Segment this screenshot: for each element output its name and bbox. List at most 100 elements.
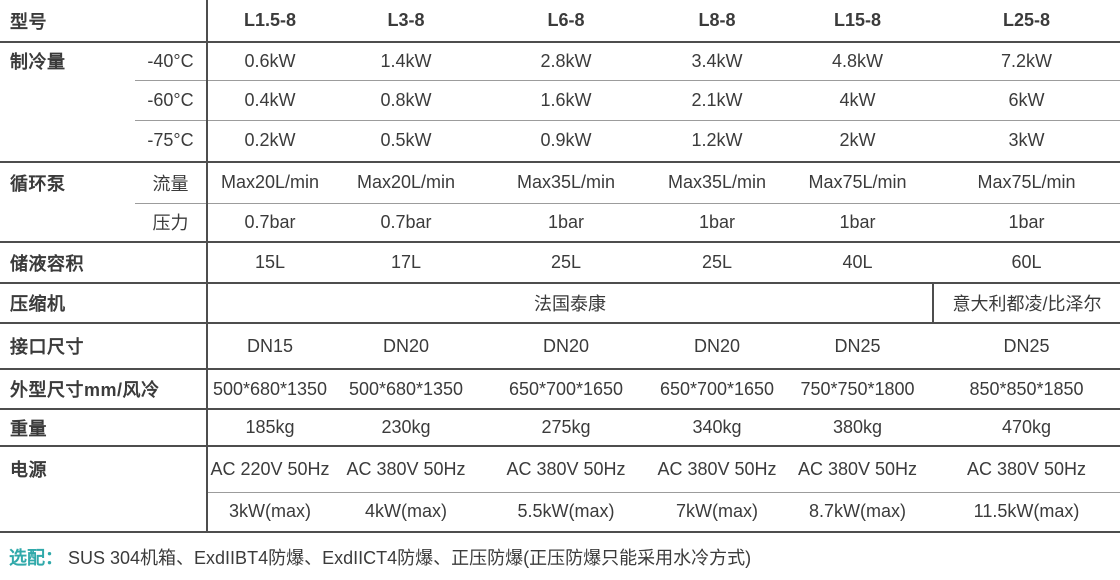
spec-cell: 230kg bbox=[332, 408, 480, 446]
spec-cell: 2kW bbox=[782, 119, 933, 162]
sub-label-temp: -40°C bbox=[135, 41, 208, 80]
model-cell: L3-8 bbox=[387, 10, 425, 30]
options-text: SUS 304机箱、ExdIIBT4防爆、ExdIICT4防爆、正压防爆(正压防… bbox=[68, 547, 752, 568]
row-label-model: 型号 bbox=[0, 0, 208, 42]
model-cell: L25-8 bbox=[1002, 10, 1051, 30]
spec-cell: 0.4kW bbox=[207, 79, 332, 120]
spec-cell: 500*680*1350 bbox=[332, 368, 480, 409]
spec-cell: 500*680*1350 bbox=[207, 368, 332, 409]
spec-cell: 2.1kW bbox=[652, 79, 782, 120]
spec-cell: Max75L/min bbox=[782, 161, 933, 203]
spec-cell: 17L bbox=[332, 241, 480, 283]
model-cell: L6-8 bbox=[547, 10, 585, 30]
spec-cell: 185kg bbox=[207, 408, 332, 446]
table-row: 电源 AC 220V 50Hz AC 380V 50Hz AC 380V 50H… bbox=[0, 445, 1120, 533]
sub-label-flow: 流量 bbox=[135, 161, 208, 203]
spec-cell: AC 380V 50Hz bbox=[332, 445, 480, 492]
spec-cell: 750*750*1800 bbox=[782, 368, 933, 409]
table-row: 外型尺寸mm/风冷 500*680*1350 500*680*1350 650*… bbox=[0, 368, 1120, 409]
spec-cell: Max35L/min bbox=[652, 161, 782, 203]
spec-cell: 4kW(max) bbox=[332, 491, 480, 533]
spec-cell: 3.4kW bbox=[652, 41, 782, 80]
row-label-dimensions: 外型尺寸mm/风冷 bbox=[0, 368, 208, 409]
row-label-pump: 循环泵 bbox=[0, 161, 135, 242]
spec-cell: 4.8kW bbox=[782, 41, 933, 80]
spec-cell: AC 380V 50Hz bbox=[480, 445, 652, 492]
spec-cell: 7kW(max) bbox=[652, 491, 782, 533]
spec-cell: 2.8kW bbox=[480, 41, 652, 80]
table-row: 循环泵 流量 Max20L/min Max20L/min Max35L/min … bbox=[0, 161, 1120, 242]
model-cell: L8-8 bbox=[698, 10, 736, 30]
spec-cell: 15L bbox=[207, 241, 332, 283]
spec-cell: AC 220V 50Hz bbox=[207, 445, 332, 492]
table-row: 重量 185kg 230kg 275kg 340kg 380kg 470kg bbox=[0, 408, 1120, 446]
spec-cell: 11.5kW(max) bbox=[933, 491, 1120, 533]
spec-cell: 0.7bar bbox=[207, 202, 332, 242]
options-label: 选配： bbox=[9, 547, 63, 568]
spec-cell: 4kW bbox=[782, 79, 933, 120]
spec-cell: Max20L/min bbox=[332, 161, 480, 203]
spec-cell: DN25 bbox=[933, 322, 1120, 369]
spec-cell: AC 380V 50Hz bbox=[652, 445, 782, 492]
table-row: -60°C 0.4kW 0.8kW 1.6kW 2.1kW 4kW 6kW bbox=[0, 79, 1120, 120]
spec-cell: DN20 bbox=[652, 322, 782, 369]
spec-cell: DN15 bbox=[207, 322, 332, 369]
spec-cell: 0.6kW bbox=[207, 41, 332, 80]
spec-cell: 1.2kW bbox=[652, 119, 782, 162]
table-row: 压力 0.7bar 0.7bar 1bar 1bar 1bar 1bar bbox=[0, 202, 1120, 242]
model-cell: L15-8 bbox=[833, 10, 882, 30]
spec-cell: 0.5kW bbox=[332, 119, 480, 162]
spec-cell: 1bar bbox=[782, 202, 933, 242]
spec-cell: 0.8kW bbox=[332, 79, 480, 120]
spec-cell: 60L bbox=[933, 241, 1120, 283]
compressor-main-cell: 法国泰康 bbox=[207, 282, 934, 323]
spec-cell: AC 380V 50Hz bbox=[782, 445, 933, 492]
row-label-weight: 重量 bbox=[0, 408, 208, 446]
spec-table: 型号 L1.5-8 L3-8 L6-8 L8-8 L15-8 L25-8 制冷量… bbox=[0, 0, 1120, 533]
spec-cell: 3kW(max) bbox=[207, 491, 332, 533]
spec-cell: DN20 bbox=[332, 322, 480, 369]
row-label-port: 接口尺寸 bbox=[0, 322, 208, 369]
spec-cell: 650*700*1650 bbox=[480, 368, 652, 409]
spec-cell: Max75L/min bbox=[933, 161, 1120, 203]
spec-cell: 1bar bbox=[933, 202, 1120, 242]
options-footnote: 选配： SUS 304机箱、ExdIIBT4防爆、ExdIICT4防爆、正压防爆… bbox=[0, 533, 1120, 580]
spec-cell: 3kW bbox=[933, 119, 1120, 162]
spec-cell: 340kg bbox=[652, 408, 782, 446]
spec-cell: 5.5kW(max) bbox=[480, 491, 652, 533]
table-row: 储液容积 15L 17L 25L 25L 40L 60L bbox=[0, 241, 1120, 283]
spec-cell: 0.7bar bbox=[332, 202, 480, 242]
spec-cell: 6kW bbox=[933, 79, 1120, 120]
spec-cell: 7.2kW bbox=[933, 41, 1120, 80]
spec-cell: 380kg bbox=[782, 408, 933, 446]
row-label-compressor: 压缩机 bbox=[0, 282, 208, 323]
spec-cell: 8.7kW(max) bbox=[782, 491, 933, 533]
row-label-cooling: 制冷量 bbox=[0, 41, 135, 162]
table-row: -75°C 0.2kW 0.5kW 0.9kW 1.2kW 2kW 3kW bbox=[0, 119, 1120, 162]
model-cell: L1.5-8 bbox=[243, 10, 297, 30]
sub-label-temp: -60°C bbox=[135, 79, 208, 120]
spec-cell: 0.2kW bbox=[207, 119, 332, 162]
table-row: 3kW(max) 4kW(max) 5.5kW(max) 7kW(max) 8.… bbox=[0, 491, 1120, 533]
table-row: 型号 L1.5-8 L3-8 L6-8 L8-8 L15-8 L25-8 bbox=[0, 0, 1120, 42]
table-row: 接口尺寸 DN15 DN20 DN20 DN20 DN25 DN25 bbox=[0, 322, 1120, 369]
spec-cell: 275kg bbox=[480, 408, 652, 446]
spec-cell: 1.6kW bbox=[480, 79, 652, 120]
spec-cell: 650*700*1650 bbox=[652, 368, 782, 409]
table-row: 压缩机 法国泰康 意大利都凌/比泽尔 bbox=[0, 282, 1120, 323]
sub-label-pressure: 压力 bbox=[135, 202, 208, 242]
spec-cell: 1.4kW bbox=[332, 41, 480, 80]
spec-cell: Max20L/min bbox=[207, 161, 332, 203]
spec-cell: DN25 bbox=[782, 322, 933, 369]
sub-label-temp: -75°C bbox=[135, 119, 208, 162]
row-label-power: 电源 bbox=[0, 445, 208, 533]
spec-cell: 470kg bbox=[933, 408, 1120, 446]
spec-cell: 25L bbox=[480, 241, 652, 283]
spec-cell: 25L bbox=[652, 241, 782, 283]
spec-cell: AC 380V 50Hz bbox=[933, 445, 1120, 492]
spec-cell: 1bar bbox=[480, 202, 652, 242]
table-row: 制冷量 -40°C 0.6kW 1.4kW 2.8kW 3.4kW 4.8kW … bbox=[0, 41, 1120, 162]
spec-cell: Max35L/min bbox=[480, 161, 652, 203]
spec-cell: 1bar bbox=[652, 202, 782, 242]
spec-cell: 0.9kW bbox=[480, 119, 652, 162]
